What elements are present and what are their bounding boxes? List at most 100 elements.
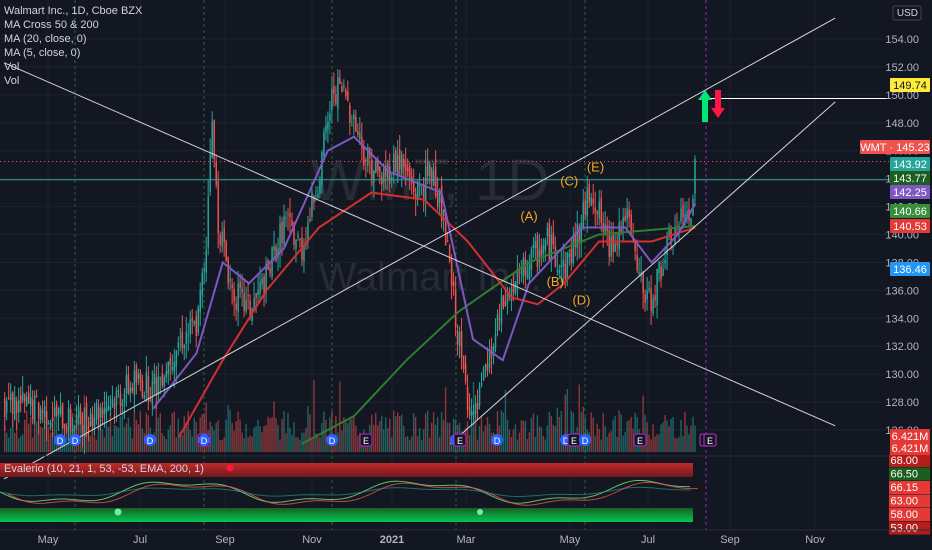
volume-bar — [229, 410, 231, 452]
volume-bar — [79, 407, 82, 452]
candle-body — [395, 150, 397, 172]
candle-body — [311, 191, 313, 218]
candle-body — [223, 228, 225, 243]
candle-body — [45, 411, 48, 425]
candle-body — [137, 373, 140, 379]
candle-body — [504, 301, 507, 306]
volume-bar — [135, 419, 138, 452]
volume-bar — [548, 411, 551, 452]
volume-bar — [121, 410, 124, 452]
volume-bar — [265, 425, 267, 452]
candle-body — [183, 345, 186, 349]
candle-body — [399, 149, 401, 170]
candle-body — [47, 423, 50, 425]
y-tick-label: 130.00 — [885, 369, 919, 381]
volume-bar — [660, 424, 662, 452]
candle-body — [61, 403, 64, 429]
indicator-ma-5[interactable]: MA (5, close, 0) — [4, 47, 81, 59]
candle-body — [155, 377, 158, 395]
candle-body — [373, 170, 375, 183]
trendlines[interactable] — [3, 17, 836, 480]
volume-bar — [594, 435, 596, 452]
oscillator-title[interactable]: Evalerio (10, 21, 1, 53, -53, EMA, 200, … — [4, 463, 204, 475]
volume-bar — [648, 434, 650, 452]
candle-body — [355, 116, 357, 132]
candle-body — [612, 234, 614, 252]
candle-body — [357, 131, 359, 135]
volume-bar — [11, 420, 14, 452]
candle-body — [107, 406, 110, 410]
indicator-vol-2[interactable]: Vol — [4, 75, 20, 87]
candle-body — [293, 222, 295, 245]
volume-bar — [41, 427, 44, 452]
symbol-title[interactable]: Walmart Inc., 1D, Cboe BZX — [4, 5, 143, 17]
volume-bar — [430, 422, 433, 452]
volume-bar — [269, 418, 271, 452]
volume-bar — [335, 416, 337, 452]
volume-bar — [385, 417, 387, 452]
volume-bar — [658, 434, 660, 452]
volume-bar — [103, 437, 106, 452]
candle-body — [377, 160, 379, 171]
volume-bar — [373, 424, 375, 452]
event-markers[interactable]: DDDEDDEDEDDEDEDEE — [54, 433, 717, 447]
candle-body — [414, 193, 417, 200]
volume-bar — [391, 437, 393, 452]
candle-body — [207, 196, 209, 248]
indicator-ma-20[interactable]: MA (20, close, 0) — [4, 33, 87, 45]
volume-bar — [201, 414, 203, 452]
marker-letter: D — [494, 436, 501, 446]
indicator-ma-cross[interactable]: MA Cross 50 & 200 — [4, 19, 99, 31]
candle-body — [271, 247, 273, 277]
price-label: 149.74 — [893, 80, 927, 92]
volume-bar — [668, 425, 670, 452]
volume-bar — [408, 439, 411, 452]
volume-bar — [506, 419, 509, 452]
candle-body — [660, 266, 662, 280]
candle-body — [460, 331, 463, 358]
price-label-bg — [890, 204, 930, 218]
candle-body — [25, 396, 28, 406]
volume-bar — [281, 418, 283, 452]
volume-bar — [654, 436, 656, 452]
time-axis[interactable]: May Jul Sep Nov 2021 Mar May Jul Sep Nov — [0, 529, 932, 546]
price-label-bg — [890, 441, 930, 455]
candle-body — [9, 393, 12, 401]
oscillator-pane — [0, 455, 932, 522]
watermark: WMT, 1D Walmart Inc. — [311, 148, 549, 299]
candle-body — [476, 402, 479, 410]
candle-body — [420, 189, 423, 191]
candle-body — [596, 211, 599, 215]
candle-body — [367, 146, 369, 166]
candle-body — [466, 387, 469, 410]
candle-body — [321, 151, 323, 185]
candle-body — [109, 406, 112, 411]
candle-body — [626, 208, 628, 220]
volume-bar — [261, 432, 263, 452]
horizontal-lines[interactable] — [0, 97, 890, 181]
candle-body — [454, 290, 457, 328]
candle-body — [117, 390, 120, 392]
candle-body — [5, 401, 8, 413]
candle-body — [189, 319, 192, 335]
indicator-vol-1[interactable]: Vol — [4, 61, 20, 73]
marker-frame — [144, 434, 156, 446]
volume-bar — [125, 423, 128, 452]
volume-bar — [187, 411, 189, 452]
marker-frame — [453, 433, 467, 447]
volume-bar — [317, 436, 319, 452]
candle-body — [313, 195, 315, 203]
volume-bar — [420, 439, 423, 452]
volume-bar — [624, 432, 626, 452]
signal-dot-green — [114, 508, 122, 516]
volume-bar — [267, 416, 269, 452]
candle-body — [75, 416, 78, 424]
candle-body — [85, 402, 88, 422]
candle-body — [546, 227, 549, 237]
volume-bar — [277, 425, 279, 452]
candle-body — [383, 168, 385, 183]
volume-bar — [217, 420, 219, 452]
marker-frame — [198, 434, 210, 446]
volume-bar — [101, 429, 104, 452]
